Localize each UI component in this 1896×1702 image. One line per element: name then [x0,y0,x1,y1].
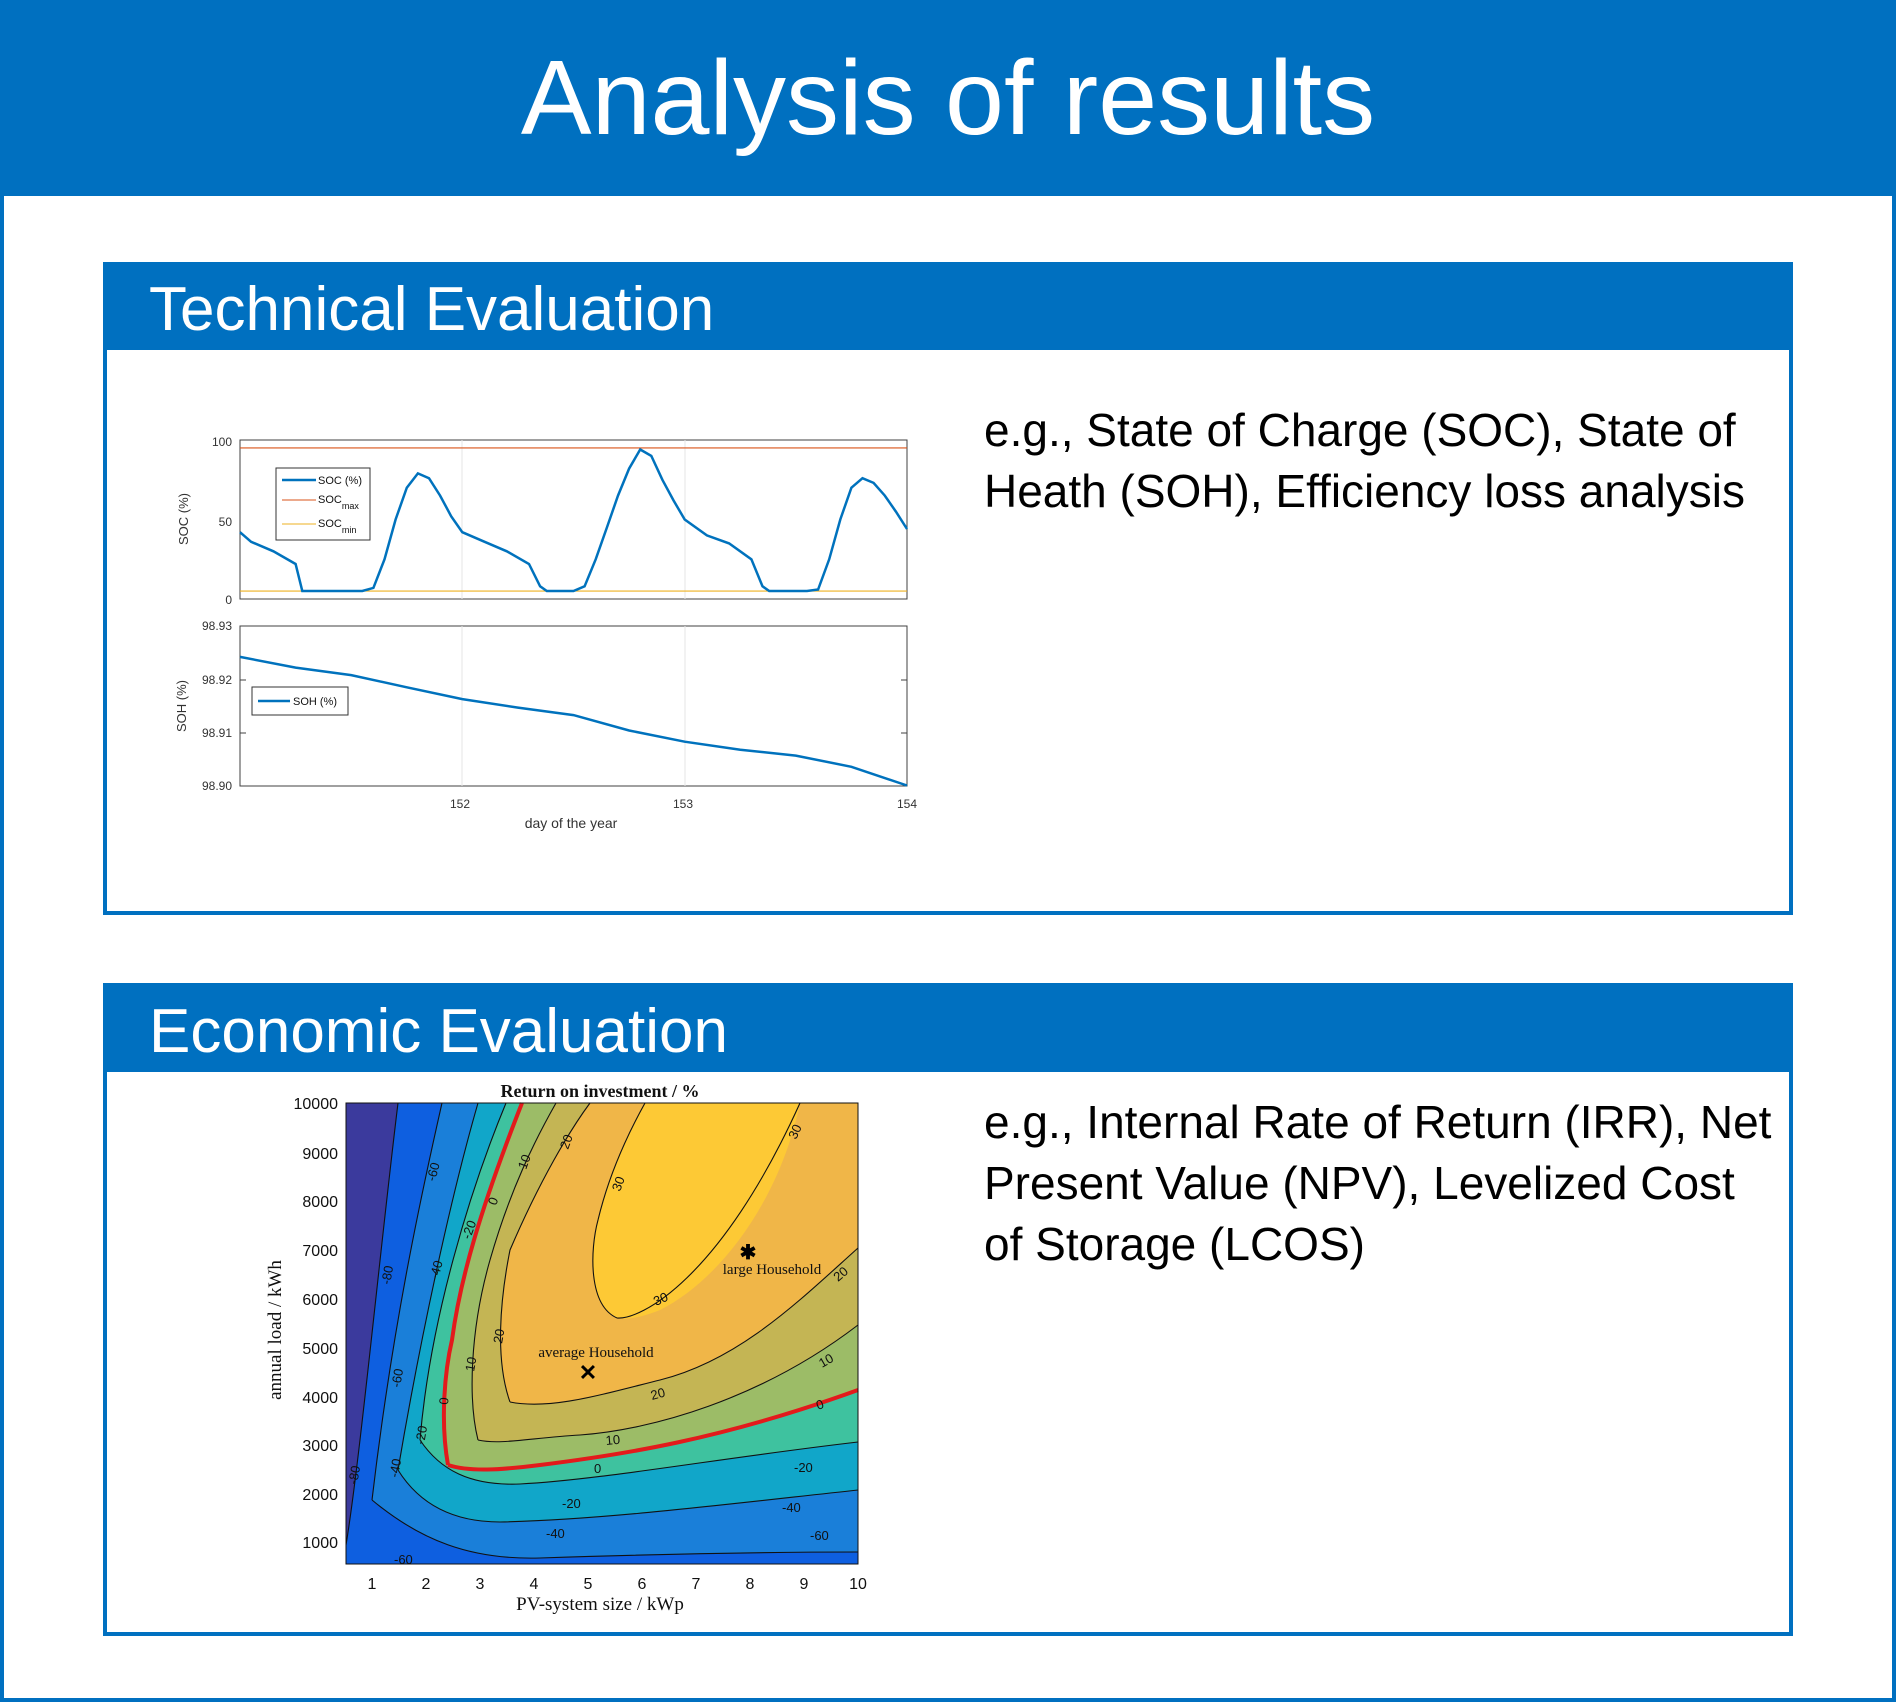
roi-y-axis-label: annual load / kWh [265,1260,286,1400]
roi-contour-chart: Return on investment / % [265,1081,867,1615]
roi-xtick-label: 5 [584,1576,593,1593]
soc-ytick-label: 0 [225,593,232,607]
soc-axes: 100 50 0 SOC (%) SOC (%) SOCmax SOCmin [176,435,909,607]
contour-label: 10 [816,1350,836,1370]
title-banner: Analysis of results [0,0,1896,196]
roi-contour-lines [345,1102,859,1559]
contour-label: -60 [810,1528,829,1543]
soh-line [239,655,908,787]
soc-line [239,447,909,593]
contour-label: -20 [562,1496,581,1511]
contour-label: 10 [605,1432,621,1448]
roi-ytick-label: 9000 [302,1146,338,1163]
contour-label: 0 [436,1397,452,1406]
roi-region [592,1103,800,1319]
contour-label: 20 [490,1328,507,1345]
roi-ytick-label: 10000 [294,1096,339,1113]
roi-y-ticks: 10000 9000 8000 7000 6000 5000 4000 3000… [294,1096,339,1552]
soc-axis-label: SOC (%) [176,493,191,545]
large-household-label: large Household [723,1262,822,1278]
roi-ytick-label: 6000 [302,1292,338,1309]
soh-ytick-label: 98.90 [202,779,232,793]
contour-label: 0 [814,1396,826,1413]
x-tick-label: 153 [673,797,693,811]
roi-xtick-label: 8 [746,1576,755,1593]
roi-zero-contour [441,1102,859,1472]
roi-xtick-label: 3 [476,1576,485,1593]
contour-label: -40 [386,1457,404,1478]
roi-ytick-label: 1000 [302,1535,338,1552]
roi-markers: ✕ average Household ✱ large Household [538,1242,821,1385]
contour-label: -20 [459,1218,480,1241]
x-tick-label: 152 [450,797,470,811]
x-tick-label: 154 [897,797,917,811]
soh-axis-label: SOH (%) [174,680,189,732]
economic-evaluation-heading: Economic Evaluation [107,987,1789,1072]
contour-label: -80 [345,1464,363,1485]
roi-xtick-label: 2 [422,1576,431,1593]
soh-ytick-label: 98.93 [202,619,232,633]
roi-contour-fills [346,1103,858,1564]
soc-legend: SOC (%) SOCmax SOCmin [275,467,371,541]
large-household-marker: ✱ [740,1242,757,1264]
soc-soh-chart: 100 50 0 SOC (%) SOC (%) SOCmax SOCmin [174,435,917,831]
contour-label: 30 [785,1122,805,1141]
contour-label: 30 [651,1289,670,1309]
soh-ytick-label: 98.92 [202,673,232,687]
soc-max-legend-label: SOCmax [318,494,359,511]
contour-label: -80 [378,1264,396,1285]
contour-label: -40 [782,1500,801,1515]
technical-description: e.g., State of Charge (SOC), State of He… [984,404,1745,517]
roi-xtick-label: 9 [800,1576,809,1593]
roi-xtick-label: 4 [530,1576,539,1593]
contour-label: 20 [557,1132,576,1151]
soc-min-legend-label: SOCmin [318,518,356,535]
roi-contour-labels: -80 -80 -60 -60 -60 -40 -40 -40 -40 -60 … [345,1122,851,1567]
slide-title: Analysis of results [520,39,1376,157]
roi-ytick-label: 5000 [302,1341,338,1358]
contour-label: -60 [388,1367,406,1388]
roi-x-axis-label: PV-system size / kWp [516,1594,684,1615]
soh-legend-label: SOH (%) [293,696,337,708]
technical-evaluation-heading: Technical Evaluation [107,266,1789,350]
roi-ytick-label: 8000 [302,1194,338,1211]
soc-legend-label: SOC (%) [318,475,362,487]
roi-ytick-label: 3000 [302,1438,338,1455]
roi-xtick-label: 1 [368,1576,377,1593]
contour-label: 20 [649,1385,667,1403]
soc-ytick-label: 100 [212,435,232,449]
contour-label: 10 [462,1356,479,1373]
roi-xtick-label: 6 [638,1576,647,1593]
contour-label: 30 [609,1174,628,1193]
contour-label: -60 [423,1161,442,1183]
contour-label: -20 [794,1460,813,1475]
average-household-marker: ✕ [579,1360,597,1385]
contour-label: 0 [485,1195,502,1207]
x-axis-label: day of the year [525,815,618,831]
contour-label: -60 [394,1552,413,1567]
soh-ytick-label: 98.91 [202,726,232,740]
roi-x-ticks: 1 2 3 4 5 6 7 8 9 10 [368,1576,867,1593]
roi-xtick-label: 10 [849,1576,867,1593]
contour-label: -40 [426,1259,445,1281]
roi-xtick-label: 7 [692,1576,701,1593]
contour-label: 10 [515,1152,534,1171]
soc-ytick-label: 50 [219,515,233,529]
contour-label: -40 [546,1526,565,1541]
soh-axes: 98.93 98.92 98.91 98.90 SOH (%) 152 153 … [174,619,917,831]
contour-label: 0 [594,1461,601,1476]
roi-ytick-label: 4000 [302,1390,338,1407]
roi-chart-title: Return on investment / % [501,1081,700,1101]
roi-ytick-label: 2000 [302,1487,338,1504]
average-household-label: average Household [538,1345,654,1361]
contour-label: -20 [412,1424,430,1445]
economic-description: e.g., Internal Rate of Return (IRR), Net… [984,1096,1772,1270]
soh-legend: SOH (%) [251,686,349,716]
roi-ytick-label: 7000 [302,1243,338,1260]
